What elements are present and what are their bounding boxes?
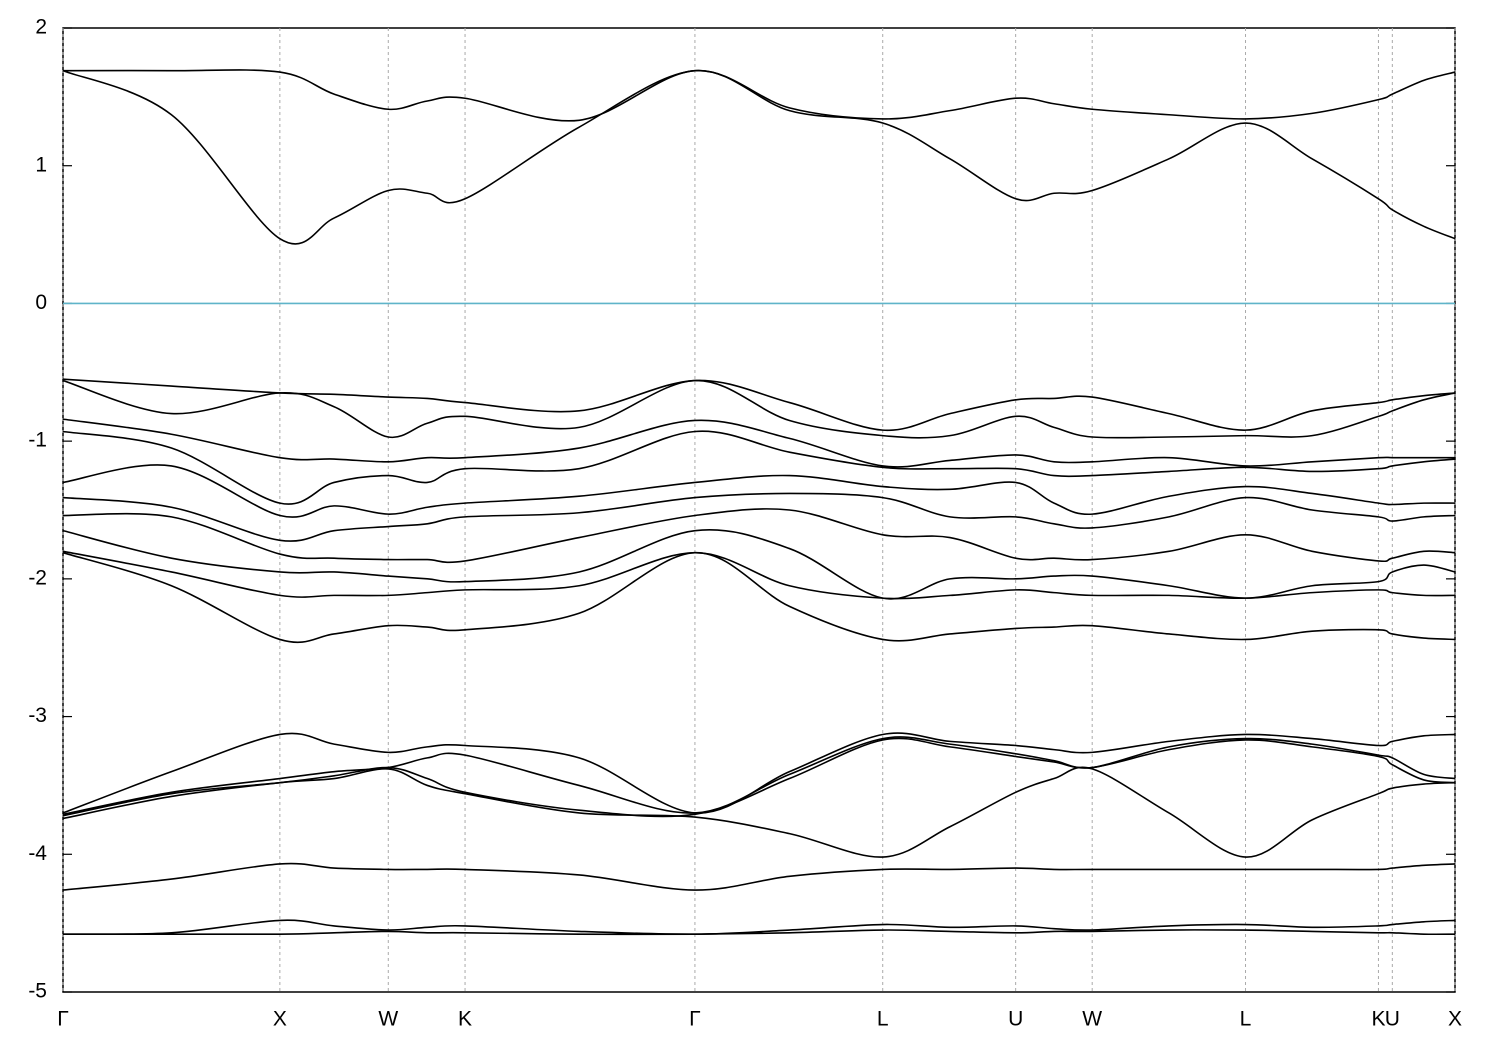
y-tick-label: -2 (28, 566, 47, 589)
x-tick-label: L (1240, 1008, 1252, 1031)
x-tick-label: L (877, 1008, 889, 1031)
x-tick-label: W (378, 1008, 398, 1031)
y-tick-label: -4 (28, 842, 47, 865)
band-line (62, 69, 1456, 245)
band-line (62, 529, 1456, 600)
band-line (62, 929, 1456, 936)
band-line (62, 418, 1455, 468)
y-tick-label: 2 (35, 16, 47, 39)
y-tick-label: -1 (28, 429, 47, 452)
band-line (62, 737, 1456, 818)
x-tick-label: U (1008, 1008, 1023, 1031)
band-line (62, 732, 1456, 814)
band-line (62, 430, 1456, 505)
band-line (62, 919, 1456, 936)
y-tick-label: 1 (35, 153, 47, 176)
band-line (62, 379, 1456, 439)
y-tick-label: -3 (28, 704, 47, 727)
band-line (62, 464, 1456, 518)
x-tick-label: U (1385, 1008, 1400, 1031)
band-line (62, 551, 1456, 644)
band-line (62, 862, 1456, 891)
band-line (62, 736, 1456, 816)
band-line (62, 766, 1456, 858)
y-tick-label: 0 (35, 291, 47, 314)
x-tick-label: K (458, 1008, 472, 1031)
x-tick-label: K (1371, 1008, 1385, 1031)
band-line (62, 492, 1456, 542)
x-tick-label: W (1082, 1008, 1102, 1031)
band-line (62, 550, 1456, 600)
band-line (62, 378, 1456, 432)
plot-frame (62, 27, 1456, 993)
x-tick-label: X (1448, 1008, 1462, 1031)
band-line (62, 508, 1456, 564)
band-line (62, 69, 1456, 122)
y-tick-label: -5 (28, 980, 47, 1003)
x-tick-label: Γ (689, 1008, 701, 1031)
x-tick-label: Γ (57, 1008, 69, 1031)
x-tick-label: X (273, 1008, 287, 1031)
